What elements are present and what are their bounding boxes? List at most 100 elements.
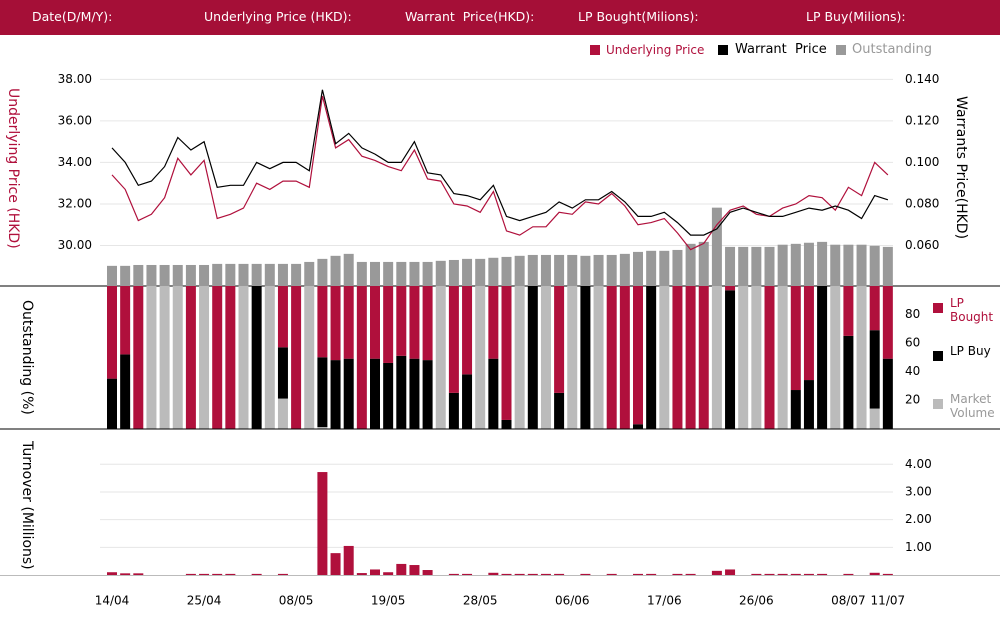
outstanding-bar	[869, 245, 880, 287]
stacked-bar-segment	[330, 286, 341, 361]
outstanding-bar	[764, 246, 775, 287]
x-tick-label: 08/05	[279, 594, 314, 608]
outstanding-bar	[370, 261, 380, 287]
outstanding-bar	[698, 241, 709, 287]
turnover-bar	[685, 573, 696, 575]
stacked-bar-segment	[593, 286, 604, 429]
outstanding-bar	[422, 261, 433, 287]
turnover-bar	[422, 570, 433, 575]
outstanding-bar	[659, 250, 670, 287]
outstanding-bar	[277, 263, 288, 287]
stacked-bar-segment	[685, 286, 696, 429]
legend-label: Outstanding	[852, 42, 932, 57]
outstanding-bar	[738, 246, 749, 287]
turnover-bar	[817, 573, 828, 575]
stacked-bar-segment	[251, 286, 262, 429]
turnover-bar	[120, 573, 131, 575]
outstanding-bar	[790, 243, 801, 287]
x-tick-label: 08/07	[831, 594, 866, 608]
stacked-bar-segment	[869, 408, 880, 429]
yticks-label: 34.00	[58, 155, 92, 169]
stacked-bar-segment	[488, 358, 499, 429]
stacked-bar-segment	[409, 358, 420, 429]
x-tick-label: 14/04	[95, 594, 130, 608]
stacked-bar-segment	[159, 286, 170, 429]
stacked-bar-segment	[277, 347, 288, 399]
stacked-bar-segment	[448, 286, 459, 393]
turnover-bar	[212, 573, 223, 575]
stacked-bar-segment	[172, 286, 183, 429]
stacked-bar-segment	[370, 358, 380, 429]
turnover-bar	[501, 573, 512, 575]
outstanding-bar	[803, 242, 814, 287]
stacked-bar-segment	[107, 378, 117, 429]
stacked-bar-segment	[383, 286, 394, 363]
price-line	[111, 95, 889, 251]
y-axis-label: Outstanding (%)	[19, 299, 35, 415]
stacked-bar-segment	[396, 355, 407, 429]
stacked-bar-segment	[527, 286, 538, 429]
stacked-bar-segment	[448, 392, 459, 429]
turnover-bar	[646, 573, 657, 575]
stacked-bar-segment	[751, 286, 762, 429]
stacked-bar-segment	[304, 286, 315, 429]
stacked-bar-segment	[869, 286, 880, 331]
turnover-bar	[711, 570, 722, 575]
outstanding-bar	[882, 246, 893, 287]
turnover-bar	[803, 573, 814, 575]
legend-swatch	[836, 45, 846, 55]
turnover-bar	[527, 573, 538, 575]
stacked-bar-segment	[146, 286, 157, 429]
legend-swatch	[933, 351, 943, 361]
header-label: Warrant Price(HKD):	[405, 9, 535, 24]
legend-swatch	[590, 45, 600, 55]
stacked-bar-segment	[619, 286, 630, 429]
stacked-bar-segment	[725, 290, 736, 429]
outstanding-bar	[409, 261, 420, 287]
yticks-label: 30.00	[58, 238, 92, 252]
y2ticks-label: 0.080	[905, 196, 939, 210]
stacked-bar-segment	[120, 286, 131, 355]
stacked-bar-segment	[633, 424, 643, 429]
outstanding-bar	[120, 265, 131, 287]
x-tick-label: 11/07	[871, 594, 906, 608]
outstanding-bar	[606, 254, 617, 287]
stacked-bar-segment	[856, 286, 867, 429]
stacked-bar-segment	[633, 286, 643, 425]
x-tick-label: 25/04	[187, 594, 222, 608]
outstanding-bar	[856, 244, 867, 287]
stacked-bar-segment	[199, 286, 210, 429]
stacked-bar-segment	[659, 286, 670, 429]
turnover-bar	[225, 573, 236, 575]
header-bar: Date(D/M/Y): Underlying Price (HKD): War…	[0, 0, 1000, 35]
stacked-bar-segment	[843, 286, 854, 336]
stacked-bar-segment	[330, 360, 341, 429]
stacked-bar-segment	[409, 286, 420, 359]
x-tick-label: 17/06	[647, 594, 682, 608]
turnover-bar	[199, 573, 210, 575]
turnover-bar	[540, 573, 551, 575]
legend-swatch	[718, 45, 728, 55]
turnover-bar	[251, 573, 262, 575]
turnover-bar	[882, 573, 893, 575]
outstanding-bar	[225, 263, 236, 287]
stacked-bar-segment	[185, 286, 196, 429]
yticks-label: 40	[905, 364, 920, 378]
legend-label: LP Buy	[950, 344, 991, 358]
stacked-bar-segment	[383, 362, 394, 429]
header-label: LP Bought(Milions):	[578, 9, 699, 24]
stacked-bar-segment	[725, 286, 736, 291]
turnover-bar	[606, 573, 617, 575]
turnover-bar	[185, 573, 196, 575]
yticks-label: 3.00	[905, 484, 932, 498]
stacked-bar-segment	[396, 286, 407, 356]
outstanding-bar	[725, 246, 736, 287]
outstanding-bar	[343, 253, 354, 287]
y2-axis-label: Warrants Price(HKD)	[953, 96, 969, 240]
stacked-bar-segment	[817, 286, 828, 429]
outstanding-bar	[830, 244, 841, 287]
outstanding-bar	[685, 243, 696, 287]
outstanding-bar	[159, 264, 170, 287]
stacked-bar-segment	[790, 286, 801, 391]
